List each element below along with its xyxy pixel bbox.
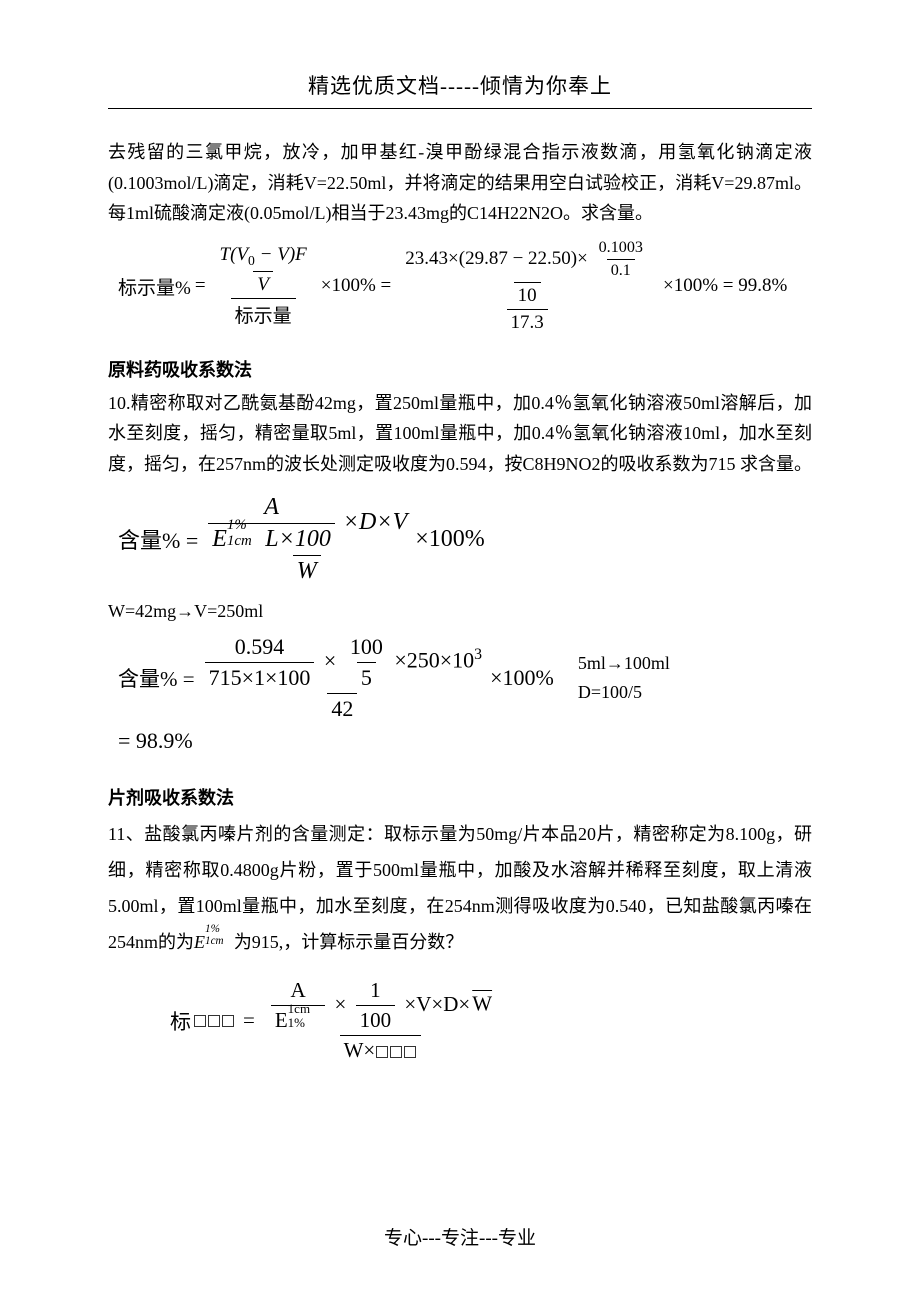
- eq3-side1: 5ml→100ml: [578, 649, 670, 678]
- equation-1-row: 标示量% = T(V0 − V)F V 标示量 ×100% = 23.43×(2…: [116, 239, 812, 334]
- placeholder-box-icon: [390, 1046, 402, 1058]
- eq3-f2-den: 5: [357, 662, 376, 691]
- eq1-T: T(V: [220, 244, 249, 265]
- eq2-main-frac: A E 1% 1cm L×100 ×D×V W: [202, 494, 411, 585]
- sec2-para-text: 10.精密称取对乙酰氨基酚42mg，置250ml量瓶中，加0.4％氢氧化钠溶液5…: [108, 393, 812, 474]
- eq3-tail: ×100%: [488, 665, 556, 691]
- sec3-E-base: E: [194, 932, 205, 952]
- eq1-times100a: ×100% =: [319, 275, 394, 297]
- eq4-E-base: E: [275, 1008, 288, 1032]
- header-title: 精选优质文档-----倾情为你奉上: [308, 74, 612, 98]
- eq4-E-sub: 1%: [288, 1015, 305, 1031]
- equation-3: 含量% = 0.594 715×1×100 × 100 5 ×250×103 4…: [116, 634, 812, 754]
- eq2-denW: W: [293, 555, 321, 585]
- eq4-f2-den: 100: [356, 1005, 396, 1033]
- eq3-f2-num: 100: [346, 634, 387, 662]
- eq1-eq-a: =: [193, 275, 208, 297]
- eq3-f1-num: 0.594: [231, 634, 289, 662]
- page-footer: 专心---专注---专业: [0, 1223, 920, 1250]
- eq1-sub0: 0: [248, 253, 255, 268]
- placeholder-box-icon: [404, 1046, 416, 1058]
- eq4-f2-num: 1: [366, 978, 385, 1005]
- placeholder-box-icon: [222, 1015, 234, 1027]
- sec2-title-text: 原料药吸收系数法: [108, 360, 252, 380]
- equation-3-row: 含量% = 0.594 715×1×100 × 100 5 ×250×103 4…: [116, 634, 812, 722]
- eq2-lhs: 含量% =: [116, 523, 200, 555]
- eq1-inner-l: 23.43×(29.87 − 22.50)×: [405, 248, 588, 269]
- equation-2-row: 含量% = A E 1% 1cm L×100 ×D×V W ×100%: [116, 494, 812, 585]
- eq3-side-notes: 5ml→100ml D=100/5: [578, 649, 670, 707]
- eq1-inner-den: 17.3: [507, 309, 548, 334]
- eq2-E-sub: 1cm: [227, 533, 252, 550]
- sec3-para-tail: 为915,，计算标示量百分数？: [234, 932, 464, 952]
- section3-paragraph: 11、盐酸氯丙嗪片剂的含量测定：取标示量为50mg/片本品20片，精密称定为8.…: [108, 816, 812, 960]
- sec3-E-symbol: E1%1cm: [194, 924, 205, 960]
- eq1-frac2-top: 23.43×(29.87 − 22.50)× 0.1003 0.1 10: [401, 239, 653, 307]
- eq3-times-a: ×: [322, 648, 338, 673]
- eq1-rest: − V)F: [255, 244, 307, 265]
- eq1-V: V: [253, 271, 273, 296]
- placeholder-box-icon: [194, 1015, 206, 1027]
- eq1-frac-inner: T(V0 − V)F V: [216, 244, 311, 296]
- eq4-f1: A E 1cm 1%: [271, 978, 325, 1033]
- eq3-exp3: 3: [474, 646, 482, 663]
- sec3-title-text: 片剂吸收系数法: [108, 788, 234, 808]
- section2-paragraph: 10.精密称取对乙酰氨基酚42mg，置250ml量瓶中，加0.4％氢氧化钠溶液5…: [108, 388, 812, 480]
- eq4-lhs: 标: [168, 1006, 193, 1036]
- eq1-inner-mid: 10: [514, 282, 541, 307]
- eq4-f2: 1 100: [356, 978, 396, 1033]
- eq3-lhs: 含量% =: [116, 663, 197, 693]
- eq3-f1-den: 715×1×100: [205, 662, 315, 691]
- eq3-side2: D=100/5: [578, 678, 670, 707]
- eq3-main-frac: 0.594 715×1×100 × 100 5 ×250×103 42: [199, 634, 487, 722]
- intro-text: 去残留的三氯甲烷，放冷，加甲基红-溴甲酚绿混合指示液数滴，用氢氧化钠滴定液(0.…: [108, 142, 812, 223]
- note-text: W=42mg→V=250ml: [108, 601, 263, 621]
- eq4-E-symbol: E 1cm 1%: [275, 1008, 288, 1033]
- note-line: W=42mg→V=250ml: [108, 597, 812, 627]
- page-header: 精选优质文档-----倾情为你奉上: [108, 70, 812, 109]
- section2-title: 原料药吸收系数法: [108, 356, 812, 382]
- eq3-f1: 0.594 715×1×100: [205, 634, 315, 691]
- eq1-inner-smallfrac: 0.1003 0.1: [595, 239, 647, 280]
- eq2-tail-num: ×D×V: [343, 509, 407, 535]
- eq3-result: = 98.9%: [116, 728, 195, 754]
- eq1-if-num: 0.1003: [595, 239, 647, 259]
- eq1-frac-main: T(V0 − V)F V 标示量: [210, 244, 317, 328]
- eq2-E-symbol: E 1% 1cm: [212, 526, 227, 553]
- placeholder-box-icon: [376, 1046, 388, 1058]
- eq4-main-frac: A E 1cm 1% × 1 100 ×V×D×W: [265, 978, 496, 1063]
- eq1-frac2: 23.43×(29.87 − 22.50)× 0.1003 0.1 10 17.…: [395, 239, 659, 334]
- eq2-E-sup: 1%: [227, 517, 247, 534]
- eq3-f2: 100 5: [346, 634, 387, 691]
- eq2-E-rest: L×100: [265, 526, 331, 552]
- equation-2: 含量% = A E 1% 1cm L×100 ×D×V W ×100%: [116, 494, 812, 585]
- eq3-rest-num: ×250×10: [394, 648, 474, 673]
- placeholder-box-icon: [208, 1015, 220, 1027]
- eq2-topfrac: A E 1% 1cm L×100: [208, 494, 335, 553]
- eq1-times100b: ×100% = 99.8%: [661, 275, 789, 297]
- intro-paragraph: 去残留的三氯甲烷，放冷，加甲基红-溴甲酚绿混合指示液数滴，用氢氧化钠滴定液(0.…: [108, 137, 812, 229]
- footer-text: 专心---专注---专业: [384, 1228, 536, 1249]
- eq4-eq: =: [235, 1008, 263, 1033]
- eq2-tail: ×100%: [413, 526, 487, 553]
- equation-4: 标 = A E 1cm 1% × 1 100: [168, 978, 812, 1063]
- section3-title: 片剂吸收系数法: [108, 784, 812, 810]
- eq4-Wbar: W: [472, 992, 492, 1016]
- eq2-E-base: E: [212, 526, 227, 552]
- eq4-den-left: W×: [344, 1038, 376, 1062]
- eq4-rest: ×V×D×: [402, 992, 472, 1016]
- equation-3-result: = 98.9%: [116, 728, 812, 754]
- eq4-times-a: ×: [333, 992, 349, 1016]
- sec3-E-sub: 1cm: [205, 930, 224, 952]
- eq1-if-den: 0.1: [607, 259, 635, 280]
- eq1-denom: 标示量: [231, 298, 296, 328]
- eq3-outer-den: 42: [327, 693, 357, 722]
- eq2-A: A: [260, 494, 283, 523]
- eq1-lhs-label: 标示量%: [116, 273, 193, 300]
- equation-1: 标示量% = T(V0 − V)F V 标示量 ×100% = 23.43×(2…: [116, 239, 812, 334]
- equation-4-row: 标 = A E 1cm 1% × 1 100: [168, 978, 812, 1063]
